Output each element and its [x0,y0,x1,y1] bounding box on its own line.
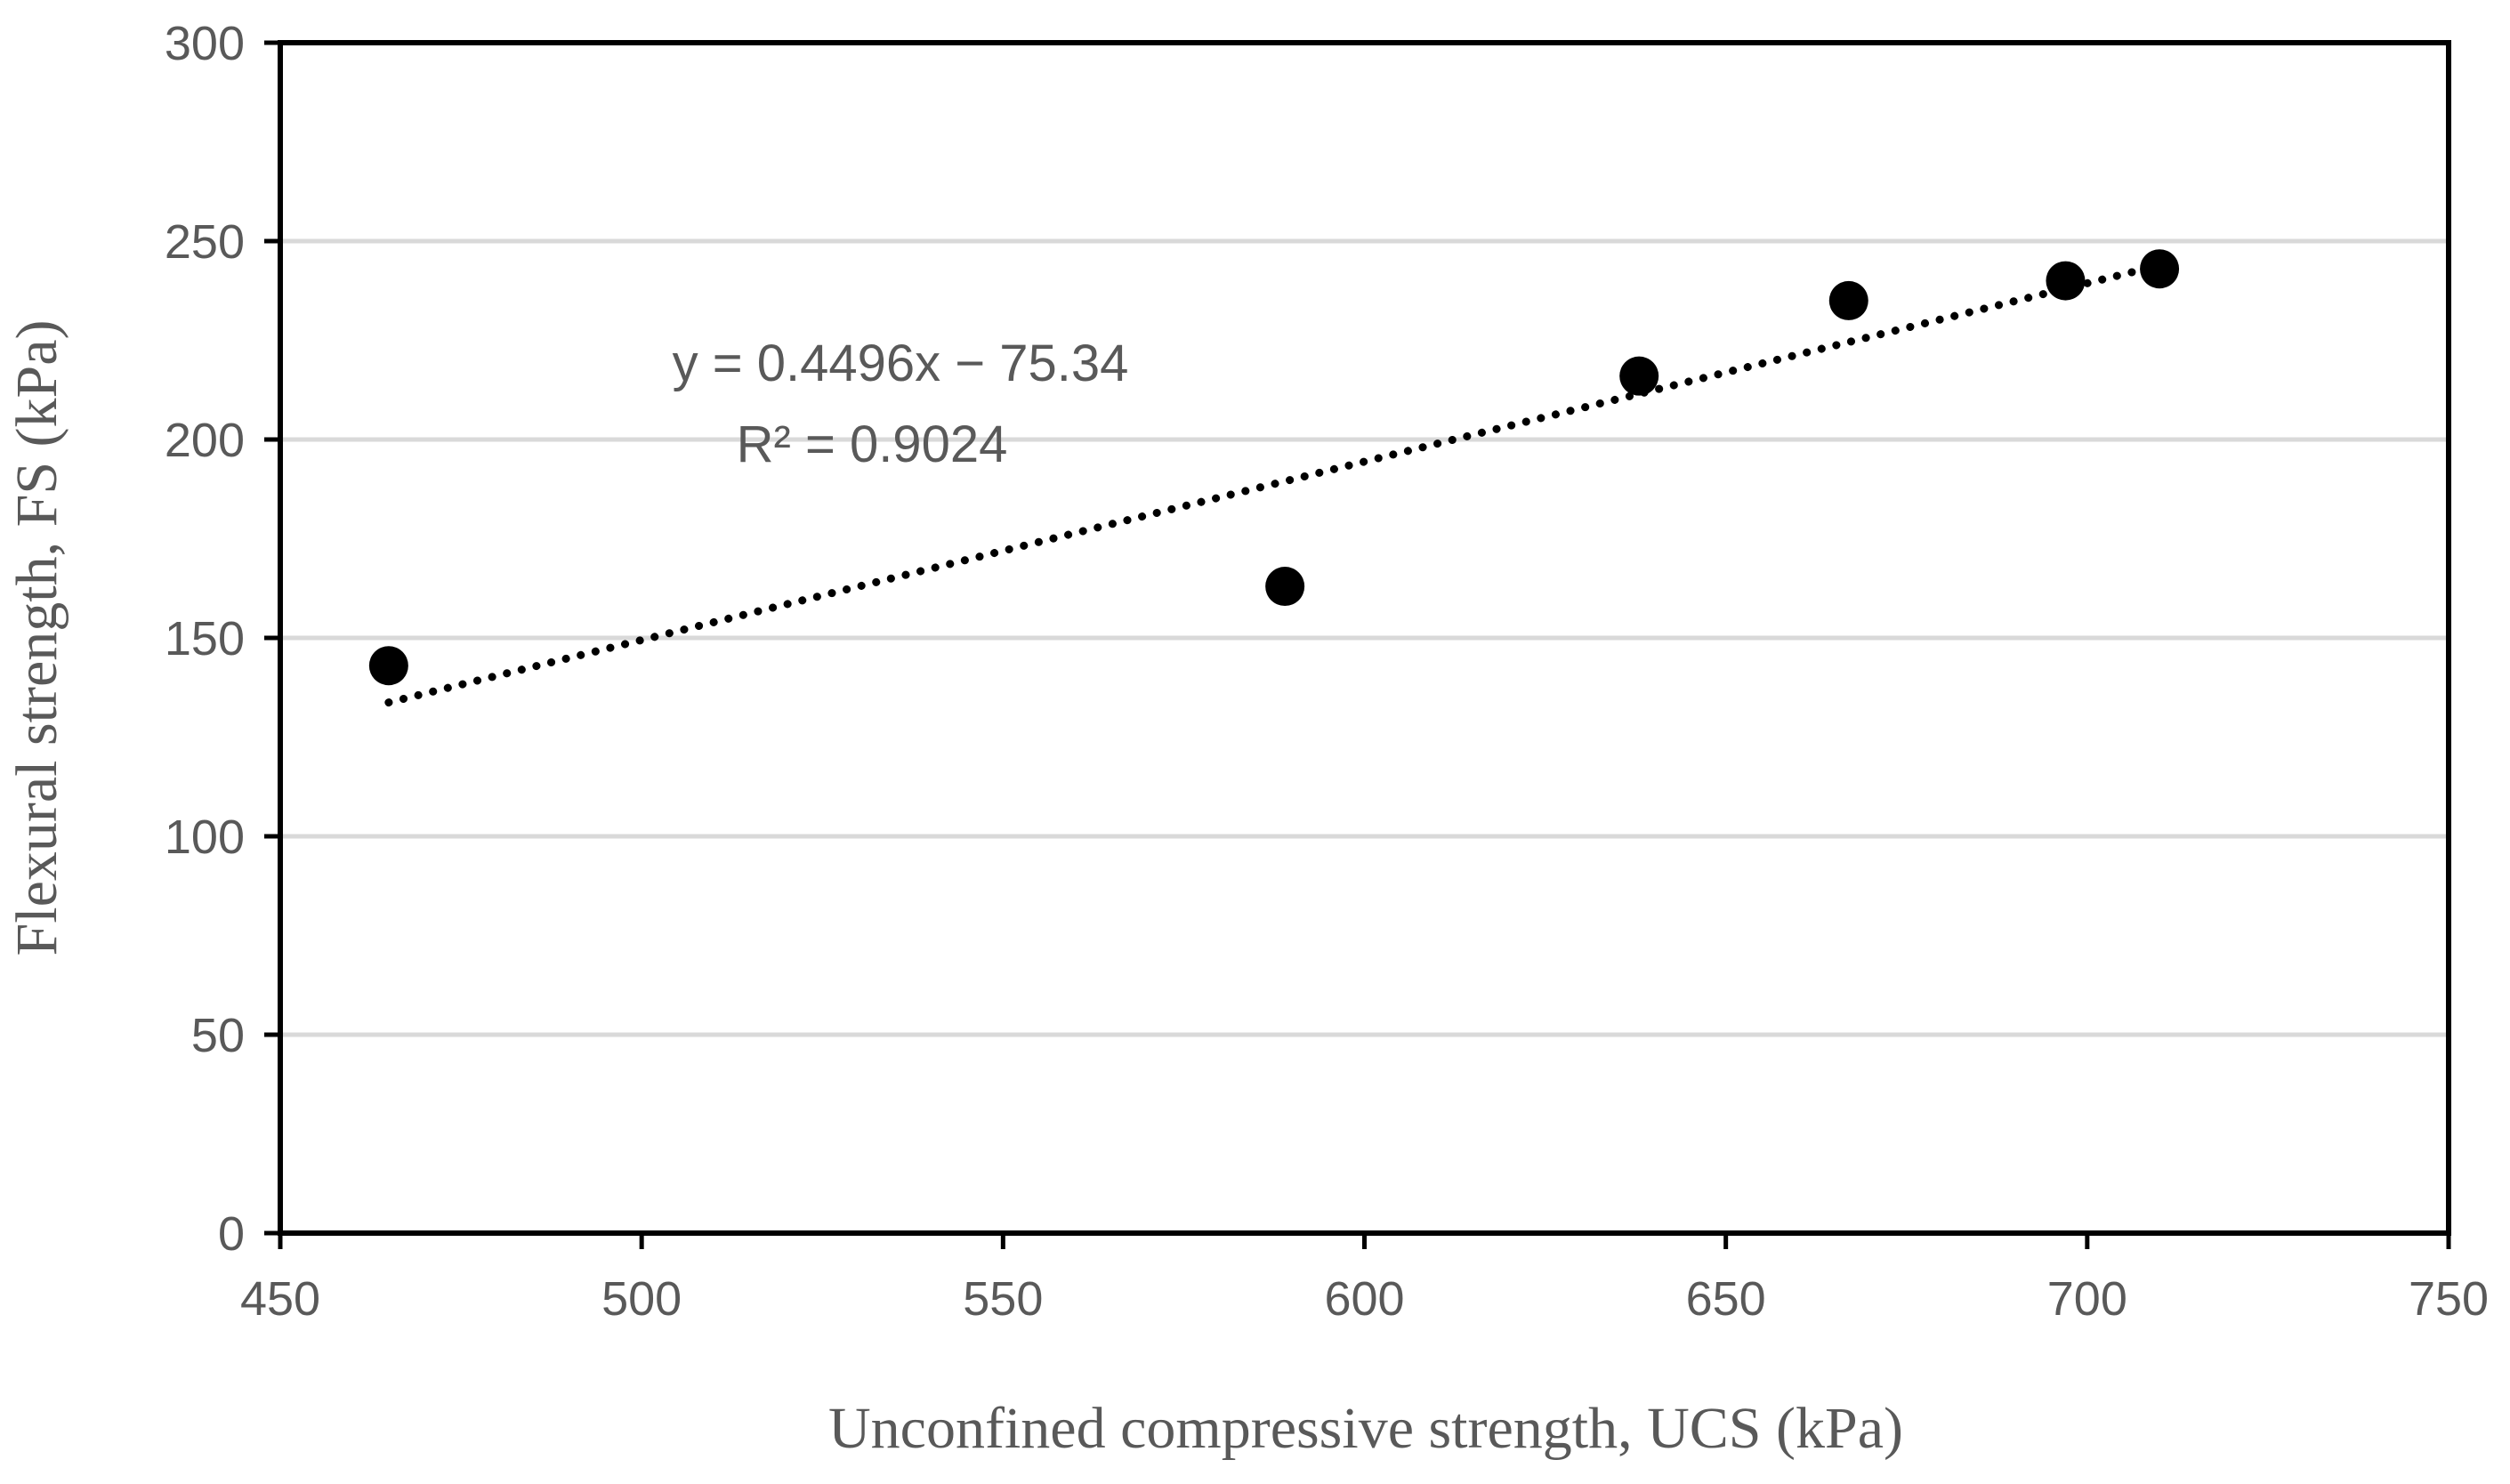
x-tick-label: 600 [1324,1272,1404,1326]
data-point [368,646,408,686]
x-tick-label: 650 [1686,1272,1766,1326]
trendline-equation: y = 0.4496x − 75.34 [673,335,1129,392]
y-tick-label: 100 [165,811,245,864]
trendline [384,261,2164,707]
data-point [1265,567,1305,607]
y-tick-label: 250 [165,215,245,269]
y-tick-label: 150 [165,612,245,665]
x-axis-ticks: 450 500 550 600 650 700 750 [240,1233,2489,1326]
data-point [2140,249,2180,289]
x-tick-label: 700 [2047,1272,2127,1326]
x-tick-label: 550 [963,1272,1043,1326]
trendline-group [384,261,2164,707]
gridlines [280,238,2449,1037]
y-axis-title: Flexural strength, FS (kPa) [4,320,69,956]
y-axis-ticks: 0 50 100 150 200 250 300 [165,17,280,1261]
x-tick-label: 500 [601,1272,682,1326]
data-point [1619,356,1659,396]
data-point [2046,261,2086,301]
data-points [368,249,2180,686]
x-axis-title: Unconfined compressive strength, UCS (kP… [828,1396,1903,1461]
y-tick-label: 0 [218,1207,245,1261]
data-point [1828,280,1868,320]
x-tick-label: 450 [240,1272,320,1326]
y-tick-label: 50 [191,1009,245,1062]
r-squared-label: R² = 0.9024 [737,415,1008,473]
x-tick-label: 750 [2409,1272,2489,1326]
y-tick-label: 200 [165,414,245,467]
y-tick-label: 300 [165,17,245,70]
